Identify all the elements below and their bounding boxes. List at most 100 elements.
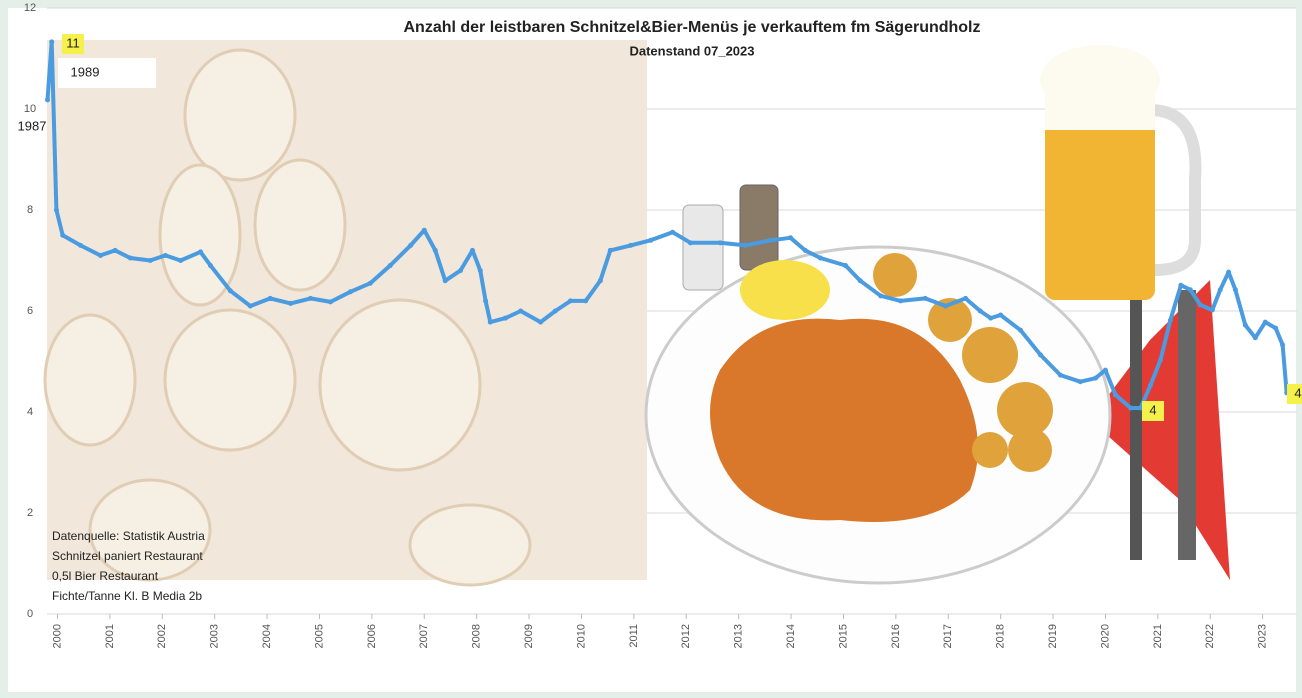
data-point xyxy=(1018,328,1023,333)
data-point xyxy=(963,296,968,301)
data-point xyxy=(45,97,50,102)
data-point xyxy=(538,320,543,325)
y-tick-label: 10 xyxy=(24,103,36,115)
x-tick-label: 2003 xyxy=(209,624,221,648)
data-point xyxy=(128,255,133,260)
data-point xyxy=(788,235,793,240)
data-point xyxy=(988,316,993,321)
x-tick-label: 2017 xyxy=(942,624,954,648)
data-point xyxy=(628,243,633,248)
data-point xyxy=(1058,373,1063,378)
data-point xyxy=(688,240,693,245)
data-point xyxy=(858,278,863,283)
chart-title: Anzahl der leistbaren Schnitzel&Bier-Men… xyxy=(403,19,980,36)
x-tick-label: 2007 xyxy=(418,624,430,648)
data-point xyxy=(898,298,903,303)
data-point xyxy=(368,281,373,286)
data-point xyxy=(1210,307,1215,312)
x-tick-label: 2001 xyxy=(104,624,116,648)
data-point xyxy=(878,293,883,298)
background-illustration xyxy=(45,40,1230,585)
source-note: Schnitzel paniert Restaurant xyxy=(52,549,203,563)
data-point xyxy=(1078,379,1083,384)
data-point xyxy=(1178,283,1183,288)
data-point xyxy=(422,228,427,233)
data-point xyxy=(998,313,1003,318)
x-tick-label: 2018 xyxy=(995,624,1007,648)
x-tick-label: 2000 xyxy=(51,624,63,648)
data-point xyxy=(923,296,928,301)
annotation: 1987 xyxy=(18,118,47,133)
data-point xyxy=(1263,320,1268,325)
data-point xyxy=(288,301,293,306)
data-point xyxy=(348,289,353,294)
data-point xyxy=(483,298,488,303)
data-point xyxy=(328,299,333,304)
data-point xyxy=(113,248,118,253)
data-point xyxy=(598,278,603,283)
data-point xyxy=(308,296,313,301)
data-point xyxy=(1038,352,1043,357)
data-point xyxy=(1218,287,1223,292)
data-point xyxy=(1253,335,1258,340)
x-tick-label: 2010 xyxy=(575,624,587,648)
data-point xyxy=(433,248,438,253)
x-tick-label: 2022 xyxy=(1204,624,1216,648)
data-point xyxy=(1103,368,1108,373)
data-point xyxy=(648,238,653,243)
source-note: Datenquelle: Statistik Austria xyxy=(52,529,205,543)
data-point xyxy=(178,258,183,263)
data-point xyxy=(1168,318,1173,323)
x-tick-label: 2005 xyxy=(313,624,325,648)
x-tick-label: 2023 xyxy=(1257,624,1269,648)
x-tick-label: 2013 xyxy=(733,624,745,648)
data-point xyxy=(768,238,773,243)
x-tick-label: 2004 xyxy=(261,624,273,648)
x-tick-label: 2008 xyxy=(471,624,483,648)
chart-subtitle: Datenstand 07_2023 xyxy=(629,43,754,58)
data-point xyxy=(488,320,493,325)
data-point xyxy=(1158,357,1163,362)
data-point xyxy=(163,253,168,258)
data-point xyxy=(49,39,54,44)
x-tick-label: 2011 xyxy=(628,624,640,648)
data-point xyxy=(54,208,59,213)
data-point xyxy=(478,268,483,273)
y-tick-label: 8 xyxy=(27,204,33,216)
data-point xyxy=(608,248,613,253)
data-point xyxy=(198,249,203,254)
data-point xyxy=(228,288,233,293)
x-tick-label: 2015 xyxy=(837,624,849,648)
data-point xyxy=(843,263,848,268)
data-point xyxy=(1233,287,1238,292)
x-tick-label: 2009 xyxy=(523,624,535,648)
data-point xyxy=(1226,270,1231,275)
x-tick-label: 2016 xyxy=(890,624,902,648)
data-point xyxy=(248,303,253,308)
data-point xyxy=(803,248,808,253)
x-tick-label: 2014 xyxy=(785,624,797,648)
data-point xyxy=(60,233,65,238)
y-tick-label: 12 xyxy=(24,2,36,14)
data-point xyxy=(568,298,573,303)
data-point xyxy=(718,240,723,245)
source-note: 0,5l Bier Restaurant xyxy=(52,569,159,583)
annotation: 4 xyxy=(1149,402,1156,417)
data-point xyxy=(818,255,823,260)
data-point xyxy=(553,309,558,314)
annotation: 11 xyxy=(66,35,80,50)
y-tick-label: 6 xyxy=(27,305,33,317)
data-point xyxy=(518,309,523,314)
fork xyxy=(1130,300,1142,560)
data-point xyxy=(670,230,675,235)
x-tick-label: 2021 xyxy=(1152,624,1164,648)
annotation: 4 xyxy=(1294,385,1301,400)
data-point xyxy=(1280,342,1285,347)
data-point xyxy=(583,298,588,303)
data-point xyxy=(1128,405,1133,410)
data-point xyxy=(78,243,83,248)
data-point xyxy=(978,309,983,314)
data-point xyxy=(148,258,153,263)
data-point xyxy=(1188,287,1193,292)
x-tick-label: 2006 xyxy=(366,624,378,648)
